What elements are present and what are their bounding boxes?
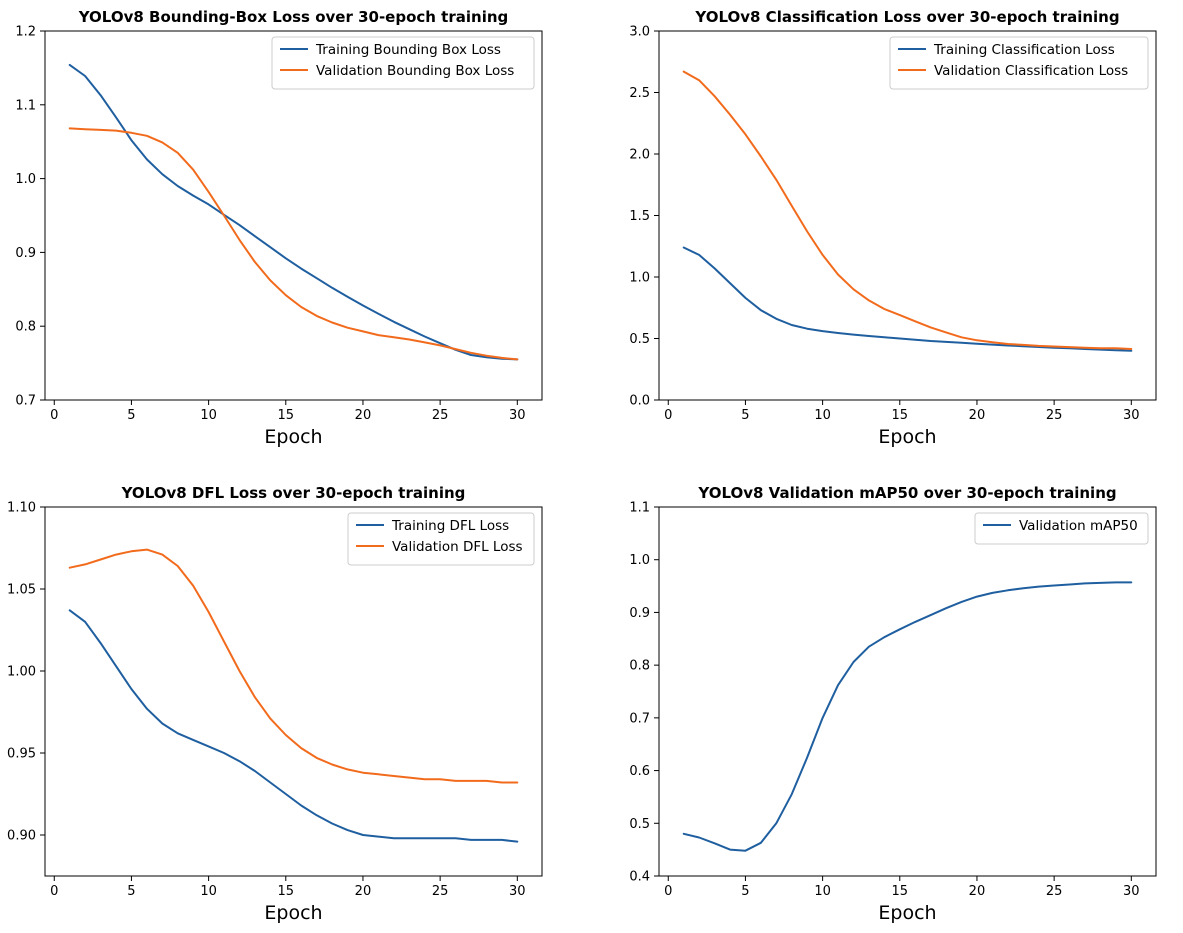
x-tick-label: 20 (969, 884, 986, 899)
y-tick-label: 2.5 (629, 86, 650, 101)
chart-title: YOLOv8 DFL Loss over 30-epoch training (121, 484, 466, 502)
x-tick-label: 5 (127, 408, 135, 423)
x-tick-label: 20 (969, 408, 986, 423)
x-tick-label: 25 (1046, 884, 1063, 899)
y-tick-label: 1.05 (7, 583, 36, 598)
y-tick-label: 0.95 (7, 747, 36, 762)
y-tick-label: 1.10 (7, 501, 36, 516)
y-tick-label: 0.9 (629, 606, 650, 621)
x-tick-label: 25 (432, 884, 449, 899)
chart-title: YOLOv8 Classification Loss over 30-epoch… (694, 8, 1119, 26)
x-tick-label: 10 (200, 408, 217, 423)
plot-frame (44, 506, 543, 877)
x-axis-label: Epoch (878, 426, 936, 448)
y-tick-label: 1.00 (7, 665, 36, 680)
x-tick-label: 10 (200, 884, 217, 899)
y-tick-label: 0.5 (629, 332, 650, 347)
series-line-training (682, 246, 1133, 352)
legend-label: Training Classification Loss (933, 42, 1115, 58)
x-tick-label: 30 (509, 408, 526, 423)
y-tick-label: 0.7 (629, 711, 650, 726)
x-tick-label: 5 (741, 408, 749, 423)
y-tick-label: 0.90 (7, 829, 36, 844)
legend: Training Classification Loss Validation C… (889, 36, 1149, 90)
x-axis-label: Epoch (264, 902, 322, 924)
x-tick-label: 25 (1046, 408, 1063, 423)
legend-box (347, 512, 535, 566)
x-tick-label: 20 (355, 884, 372, 899)
y-tick-label: 0.7 (15, 394, 36, 409)
y-tick-label: 1.5 (629, 209, 650, 224)
y-tick-label: 1.0 (15, 172, 36, 187)
y-tick-label: 0.6 (629, 764, 650, 779)
y-tick-label: 0.9 (15, 246, 36, 261)
series-line-training (68, 63, 519, 361)
y-tick-label: 0.8 (15, 320, 36, 335)
x-tick-label: 0 (50, 884, 58, 899)
x-tick-label: 0 (664, 408, 672, 423)
x-tick-label: 15 (892, 884, 909, 899)
series-line-training (68, 609, 519, 843)
chart-title: YOLOv8 Validation mAP50 over 30-epoch tr… (697, 484, 1116, 502)
y-tick-label: 0.0 (629, 394, 650, 409)
legend-box (974, 512, 1149, 545)
x-axis-label: Epoch (264, 426, 322, 448)
x-tick-label: 0 (664, 884, 672, 899)
x-tick-label: 30 (1123, 408, 1140, 423)
series-line-validation (682, 70, 1133, 350)
x-axis-label: Epoch (878, 902, 936, 924)
x-tick-label: 15 (892, 408, 909, 423)
x-tick-label: 5 (741, 884, 749, 899)
y-tick-label: 1.2 (15, 25, 36, 40)
y-tick-label: 0.8 (629, 659, 650, 674)
legend-label: Validation Classification Loss (934, 63, 1128, 79)
series-line-validation (68, 127, 519, 361)
series-line-map50 (682, 581, 1133, 852)
chart-title: YOLOv8 Bounding-Box Loss over 30-epoch t… (78, 8, 509, 26)
bbox-loss-chart: YOLOv8 Bounding-Box Loss over 30-epoch t… (15, 8, 543, 448)
legend: Validation mAP50 (974, 512, 1149, 545)
legend-box (889, 36, 1149, 90)
y-tick-label: 3.0 (629, 25, 650, 40)
legend-label: Validation DFL Loss (392, 539, 523, 555)
x-tick-label: 30 (509, 884, 526, 899)
x-tick-label: 15 (278, 884, 295, 899)
x-tick-label: 0 (50, 408, 58, 423)
legend-label: Validation Bounding Box Loss (316, 63, 514, 79)
legend: Training DFL Loss Validation DFL Loss (347, 512, 535, 566)
x-tick-label: 30 (1123, 884, 1140, 899)
cls-loss-chart: YOLOv8 Classification Loss over 30-epoch… (629, 8, 1157, 448)
plot-frame (44, 30, 543, 401)
series-line-validation (68, 548, 519, 784)
legend-box (271, 36, 535, 90)
legend-label: Validation mAP50 (1019, 518, 1138, 534)
x-tick-label: 10 (814, 884, 831, 899)
x-tick-label: 25 (432, 408, 449, 423)
map50-chart: YOLOv8 Validation mAP50 over 30-epoch tr… (629, 484, 1157, 924)
y-tick-label: 0.5 (629, 817, 650, 832)
legend-label: Training Bounding Box Loss (315, 42, 501, 58)
x-tick-label: 10 (814, 408, 831, 423)
plot-frame (658, 506, 1157, 877)
y-tick-label: 1.0 (629, 271, 650, 286)
y-tick-label: 0.4 (629, 870, 650, 885)
x-tick-label: 20 (355, 408, 372, 423)
y-tick-label: 2.0 (629, 148, 650, 163)
y-tick-label: 1.1 (15, 98, 36, 113)
y-tick-label: 1.0 (629, 553, 650, 568)
dfl-loss-chart: YOLOv8 DFL Loss over 30-epoch training 0 5… (7, 484, 543, 924)
legend: Training Bounding Box Loss Validation Bou… (271, 36, 535, 90)
x-tick-label: 5 (127, 884, 135, 899)
legend-label: Training DFL Loss (391, 518, 509, 534)
x-tick-label: 15 (278, 408, 295, 423)
y-tick-label: 1.1 (629, 501, 650, 516)
